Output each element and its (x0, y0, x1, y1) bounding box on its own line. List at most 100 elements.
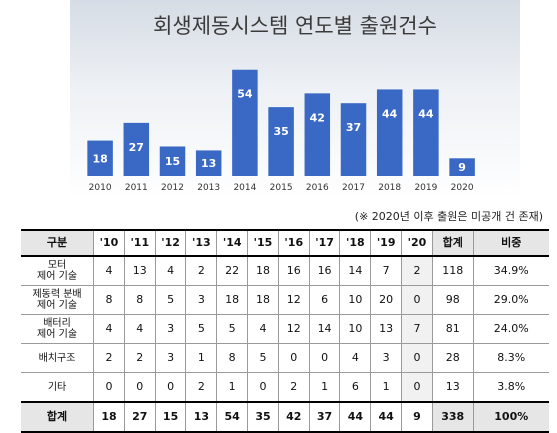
table-cell: 0 (247, 372, 279, 403)
header-col-2: '11 (123, 229, 156, 257)
bar-value-label-2017: 37 (346, 121, 361, 134)
row-label-line: 제동력 분배 (32, 289, 82, 300)
table-cell: 0 (401, 372, 433, 403)
table-cell: 18 (247, 256, 279, 286)
total-label: 합계 (21, 401, 94, 433)
header-col-11: '20 (401, 229, 433, 257)
bar-2015 (268, 107, 294, 176)
row-total: 28 (431, 343, 474, 373)
row-label: 기타 (21, 372, 94, 403)
table-cell: 4 (93, 256, 125, 286)
row-label: 모터 제어 기술 (21, 256, 94, 286)
header-col-3: '12 (154, 229, 186, 257)
chart-title: 회생제동시스템 연도별 출원건수 (153, 14, 437, 38)
table-cell: 12 (277, 314, 310, 344)
table-cell: 0 (93, 372, 125, 403)
header-col-4: '13 (185, 229, 217, 257)
patent-count-table: 구분 '10'11'12'13'14'15'16'17'18'19'20 합계 비중 … (21, 229, 549, 433)
bar-value-label-2016: 42 (310, 111, 325, 124)
table-cell: 0 (308, 343, 340, 373)
row-label-line: 제어 기술 (37, 329, 78, 340)
table-cell: 18 (247, 285, 279, 315)
table-row: 배터리 제어 기술 4 4 3 5 5 4 12 14 10 13 7 81 24.0% (21, 314, 549, 344)
x-tick-label-2010: 2010 (89, 183, 112, 193)
table-cell: 1 (308, 372, 340, 403)
bar-value-label-2013: 13 (201, 157, 216, 170)
x-tick-label-2014: 2014 (233, 183, 256, 193)
table-cell: 2 (185, 372, 217, 403)
bar-2012 (159, 146, 186, 176)
header-col-1: '10 (93, 229, 125, 257)
table-cell: 14 (339, 256, 371, 286)
bar-value-label-2014: 54 (237, 88, 253, 101)
total-cell: 338 (431, 401, 474, 433)
row-total: 13 (431, 372, 474, 403)
bars-group (87, 69, 475, 176)
bar-2011 (123, 122, 150, 176)
total-cell: 15 (154, 401, 186, 433)
table-cell: 22 (216, 256, 248, 286)
total-cell: 18 (93, 401, 125, 433)
table-row: 모터 제어 기술 4 13 4 2 22 18 16 16 14 7 2 118 34.9% (21, 256, 549, 286)
bar-2018 (376, 89, 403, 176)
table-cell: 20 (370, 285, 402, 315)
table-cell: 3 (154, 314, 186, 344)
total-cell: 27 (123, 401, 156, 433)
row-label-line: 기타 (47, 381, 67, 393)
table-total-row: 합계 18 27 15 13 54 35 42 37 44 44 9 338 100% (21, 401, 549, 433)
table-cell: 7 (370, 256, 402, 286)
table-cell: 4 (247, 314, 279, 344)
row-label-line: 배터리 (43, 318, 71, 329)
chart-panel: 회생제동시스템 연도별 출원건수 18 27 15 13 54 35 42 37 44 44 9 2… (70, 0, 520, 200)
table-cell: 4 (154, 256, 186, 286)
table-cell: 10 (339, 314, 371, 344)
header-col-8: '17 (308, 229, 340, 257)
header-category: 구분 (21, 229, 94, 257)
bar-2019 (413, 89, 439, 176)
total-cell: 44 (370, 401, 402, 433)
table-cell: 8 (216, 343, 248, 373)
total-cell: 9 (401, 401, 433, 433)
bar-value-label-2020: 9 (458, 161, 466, 174)
header-col-6: '15 (247, 229, 279, 257)
total-cell: 13 (185, 401, 217, 433)
header-col-9: '18 (339, 229, 371, 257)
table-cell: 3 (370, 343, 402, 373)
table-cell: 12 (277, 285, 310, 315)
bar-2020 (449, 158, 475, 176)
row-total: 118 (431, 256, 474, 286)
total-cell: 44 (339, 401, 371, 433)
x-tick-label-2015: 2015 (270, 183, 293, 193)
table-cell: 2 (277, 372, 310, 403)
bar-2017 (340, 103, 367, 176)
table-row: 배치구조 2 2 3 1 8 5 0 0 4 3 0 28 8.3% (21, 343, 549, 373)
header-col-5: '14 (216, 229, 248, 257)
table-cell: 3 (154, 343, 186, 373)
table-cell: 8 (123, 285, 156, 315)
header-col-12: 합계 (431, 229, 474, 257)
x-tick-label-2016: 2016 (306, 183, 329, 193)
x-tick-label-2013: 2013 (197, 183, 220, 193)
table-cell: 1 (185, 343, 217, 373)
bar-chart: 회생제동시스템 연도별 출원건수 18 27 15 13 54 35 42 37 44 44 9 2… (87, 14, 475, 193)
table-cell: 16 (308, 256, 340, 286)
table-cell: 2 (93, 343, 125, 373)
table-cell: 1 (216, 372, 248, 403)
header-col-13: 비중 (472, 229, 549, 257)
table-cell: 1 (370, 372, 402, 403)
row-share: 34.9% (472, 256, 549, 286)
x-tick-label-2011: 2011 (125, 183, 148, 193)
x-tick-label-2018: 2018 (378, 183, 401, 193)
bar-2010 (87, 140, 113, 176)
row-label: 배터리 제어 기술 (21, 314, 94, 344)
table-note: (※ 2020년 이후 출원은 미공개 건 존재) (354, 210, 543, 223)
row-label-line: 제어 기술 (37, 300, 78, 311)
row-total: 98 (431, 285, 474, 315)
row-label: 배치구조 (21, 343, 94, 373)
bar-2013 (195, 150, 222, 176)
table-row: 기타 0 0 0 2 1 0 2 1 6 1 0 13 3.8% (21, 372, 549, 403)
table-cell: 13 (370, 314, 402, 344)
table-cell: 2 (185, 256, 217, 286)
table-cell: 8 (93, 285, 125, 315)
row-total: 81 (431, 314, 474, 344)
